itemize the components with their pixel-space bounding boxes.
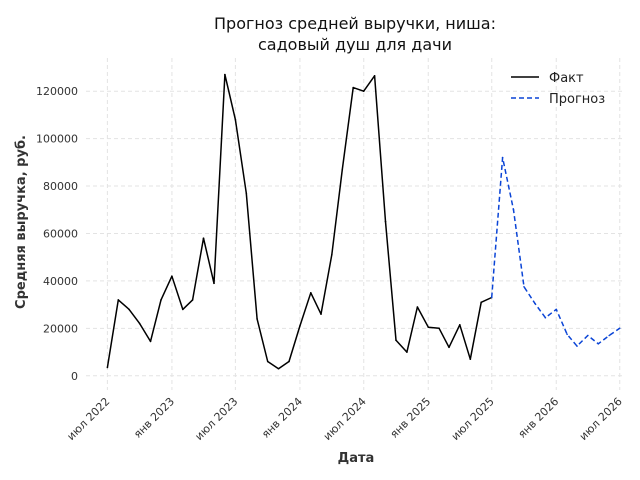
data-point [256, 318, 258, 320]
data-point [544, 316, 547, 319]
data-point [171, 275, 173, 278]
legend-label-fact: Факт [549, 71, 584, 86]
data-point [576, 345, 578, 347]
y-tick-label: 20000 [43, 322, 78, 335]
x-tick-label: июл 2024 [321, 395, 369, 443]
x-tick-label: янв 2026 [516, 395, 562, 441]
data-point [106, 366, 109, 369]
data-point [362, 90, 365, 92]
x-tick-label: июл 2026 [577, 395, 625, 443]
x-tick-label: янв 2023 [131, 395, 177, 441]
y-tick-label: 80000 [43, 180, 78, 193]
data-point [331, 254, 333, 256]
y-tick-label: 60000 [43, 227, 78, 240]
data-point [597, 343, 600, 345]
data-point [277, 367, 280, 370]
data-point [480, 301, 483, 304]
data-point [288, 360, 290, 363]
series-points-fact [106, 73, 493, 370]
data-point [234, 118, 237, 121]
data-point [128, 308, 130, 311]
legend: Факт Прогноз [511, 71, 605, 107]
data-point [501, 156, 504, 159]
y-axis-label: Средняя выручка, руб. [14, 135, 29, 309]
series-points-forecast [490, 156, 621, 347]
data-point [469, 358, 472, 361]
x-tick-label: июл 2022 [64, 395, 112, 443]
data-point [310, 292, 312, 294]
data-point [438, 327, 440, 330]
data-point [512, 209, 515, 211]
data-point [266, 360, 269, 363]
x-tick-label: июл 2023 [192, 395, 240, 443]
data-point [182, 308, 184, 311]
data-point [587, 334, 589, 337]
data-point [160, 299, 162, 301]
data-point [406, 351, 408, 353]
y-axis-ticks: 0 20000 40000 60000 80000 100000 120000 [36, 85, 78, 383]
data-point [448, 346, 450, 349]
data-point [224, 73, 226, 76]
data-point [245, 192, 248, 194]
data-point [138, 322, 141, 325]
data-point [618, 327, 621, 330]
data-point [149, 340, 152, 343]
x-tick-label: янв 2025 [388, 395, 434, 441]
data-point [352, 86, 355, 89]
data-point [191, 299, 194, 301]
data-point [490, 296, 493, 299]
y-tick-label: 0 [71, 370, 78, 383]
y-tick-label: 100000 [36, 133, 78, 146]
data-point [373, 75, 376, 77]
data-point [608, 334, 610, 337]
x-axis-ticks: июл 2022 янв 2023 июл 2023 янв 2024 июл 2024… [64, 395, 624, 443]
data-point [341, 168, 344, 171]
y-tick-label: 120000 [36, 85, 78, 98]
chart-title-line-2: садовый душ для дачи [258, 35, 452, 54]
data-point [416, 306, 419, 308]
data-point [202, 237, 205, 239]
data-point [555, 308, 558, 311]
x-axis-label: Дата [338, 451, 375, 466]
data-point [459, 324, 461, 326]
data-point [299, 325, 301, 327]
data-point [523, 286, 525, 288]
data-point [117, 299, 120, 301]
series-lines [106, 73, 621, 370]
data-point [534, 302, 536, 305]
data-point [213, 282, 215, 285]
grid [86, 58, 625, 390]
data-point [395, 339, 397, 342]
x-tick-label: янв 2024 [259, 395, 305, 441]
data-point [566, 333, 568, 336]
data-point [384, 220, 387, 223]
y-tick-label: 40000 [43, 275, 78, 288]
legend-label-forecast: Прогноз [549, 92, 605, 107]
chart-title-line-1: Прогноз средней выручки, ниша: [214, 14, 496, 33]
x-tick-label: июл 2025 [449, 395, 497, 443]
data-point [427, 326, 430, 329]
data-point [320, 313, 322, 315]
